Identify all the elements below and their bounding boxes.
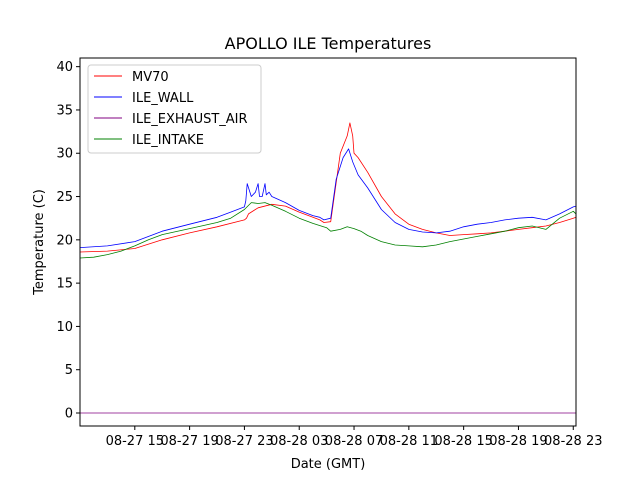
- y-tick-label: 25: [56, 190, 73, 205]
- y-axis-title: Temperature (C): [32, 189, 47, 296]
- y-tick-label: 30: [56, 147, 73, 162]
- y-tick-label: 35: [56, 103, 73, 118]
- x-tick-label: 08-27 15: [106, 434, 164, 449]
- legend-label: ILE_EXHAUST_AIR: [132, 112, 248, 127]
- y-tick-label: 10: [56, 320, 73, 335]
- x-tick-label: 08-28 03: [270, 434, 328, 449]
- y-axis: 0 5 10 15 20 25 30 35 40: [56, 60, 80, 422]
- y-tick-label: 40: [56, 60, 73, 75]
- legend-box: [87, 64, 262, 154]
- series-line-ile-wall: [79, 148, 577, 248]
- legend: MV70 ILE_WALL ILE_EXHAUST_AIR ILE_INTAKE: [87, 64, 262, 154]
- x-tick-label: 08-27 19: [160, 434, 218, 449]
- x-tick-label: 08-28 11: [380, 434, 438, 449]
- series-line-mv70: [79, 122, 577, 253]
- x-axis-title: Date (GMT): [291, 457, 366, 472]
- chart-title: APOLLO ILE Temperatures: [225, 34, 432, 53]
- y-tick-label: 20: [56, 233, 73, 248]
- x-tick-label: 08-27 23: [215, 434, 273, 449]
- series-line-ile-intake: [79, 202, 577, 259]
- legend-label: MV70: [132, 70, 169, 85]
- x-tick-label: 08-28 19: [489, 434, 547, 449]
- legend-label: ILE_INTAKE: [132, 133, 204, 148]
- legend-label: ILE_WALL: [132, 91, 194, 106]
- x-tick-label: 08-28 07: [325, 434, 383, 449]
- x-tick-label: 08-28 15: [434, 434, 492, 449]
- series-layer: [79, 122, 577, 414]
- plot-frame: [79, 57, 577, 427]
- y-tick-label: 0: [65, 407, 73, 422]
- y-tick-label: 15: [56, 277, 73, 292]
- y-tick-label: 5: [65, 363, 73, 378]
- x-tick-label: 08-28 23: [544, 434, 602, 449]
